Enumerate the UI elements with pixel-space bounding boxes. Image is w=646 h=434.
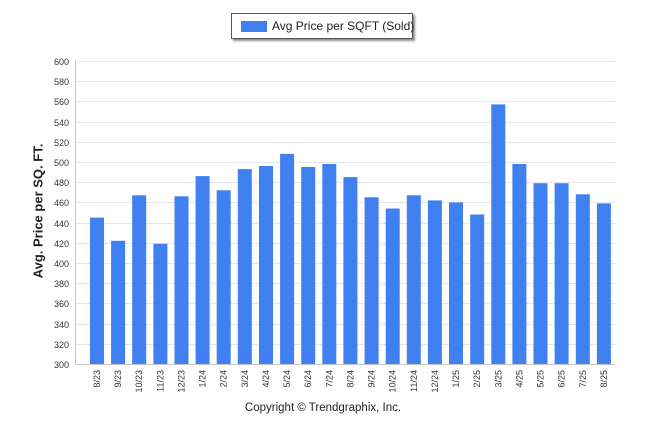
legend[interactable]: Avg Price per SQFT (Sold) xyxy=(231,13,415,39)
bar[interactable] xyxy=(237,169,252,364)
x-tick-label: 2/24 xyxy=(219,370,229,388)
bar[interactable] xyxy=(174,196,189,364)
bar[interactable] xyxy=(385,208,400,365)
x-tick-label: 8/24 xyxy=(345,370,355,388)
bar[interactable] xyxy=(406,195,421,364)
x-tick-label: 1/24 xyxy=(198,370,208,388)
y-tick-label: 500 xyxy=(54,158,69,168)
x-tick-label: 10/24 xyxy=(388,370,398,393)
legend-swatch xyxy=(241,21,267,32)
x-tick-label: 2/25 xyxy=(472,370,482,388)
x-tick-label: 5/25 xyxy=(536,370,546,388)
x-tick-label: 9/23 xyxy=(113,370,123,388)
bar[interactable] xyxy=(533,183,548,364)
x-tick-label: 9/24 xyxy=(367,370,377,388)
y-tick-label: 420 xyxy=(54,239,69,249)
x-tick-label: 3/24 xyxy=(240,370,250,388)
y-tick-label: 560 xyxy=(54,97,69,107)
x-axis-ticks: 8/23 9/23 10/23 11/23 12/23 1/24 2/24 3/24 4/24 5… xyxy=(92,370,609,393)
y-tick-label: 300 xyxy=(54,360,69,370)
y-tick-label: 600 xyxy=(54,57,69,67)
bar[interactable] xyxy=(301,167,316,364)
x-tick-label: 6/24 xyxy=(303,370,313,388)
x-tick-label: 3/25 xyxy=(493,370,503,388)
legend-label: Avg Price per SQFT (Sold) xyxy=(272,19,415,33)
y-tick-label: 440 xyxy=(54,219,69,229)
x-tick-label: 11/23 xyxy=(155,370,165,392)
y-tick-label: 320 xyxy=(54,340,69,350)
y-tick-label: 400 xyxy=(54,259,69,269)
bar[interactable] xyxy=(132,195,147,364)
bar[interactable] xyxy=(153,243,168,364)
bar[interactable] xyxy=(449,202,463,364)
bar[interactable] xyxy=(343,177,358,364)
bar[interactable] xyxy=(470,214,485,365)
x-tick-label: 7/25 xyxy=(578,370,588,388)
y-axis-label: Avg. Price per SQ. FT. xyxy=(30,143,46,279)
y-tick-label: 540 xyxy=(54,118,69,128)
bar[interactable] xyxy=(554,183,569,364)
y-axis-ticks: 300 320 340 360 380 400 420 440 460 480 500 520 540 5… xyxy=(54,57,69,370)
y-tick-label: 580 xyxy=(54,77,69,87)
bar[interactable] xyxy=(322,164,337,364)
bar[interactable] xyxy=(427,200,442,364)
bar[interactable] xyxy=(596,203,611,364)
bar[interactable] xyxy=(216,190,231,364)
x-tick-label: 11/24 xyxy=(409,370,419,392)
y-tick-label: 380 xyxy=(54,279,69,289)
y-tick-label: 340 xyxy=(54,320,69,330)
x-tick-label: 8/25 xyxy=(599,370,609,388)
x-tick-label: 7/24 xyxy=(324,370,334,388)
x-tick-label: 10/23 xyxy=(134,370,144,393)
y-tick-label: 480 xyxy=(54,178,69,188)
bar[interactable] xyxy=(259,166,273,364)
bar[interactable] xyxy=(364,197,379,364)
copyright-footer: Copyright © Trendgraphix, Inc. xyxy=(244,402,402,414)
x-tick-label: 12/23 xyxy=(177,370,187,393)
bar[interactable] xyxy=(491,104,506,365)
bar-series xyxy=(90,104,611,365)
y-tick-label: 360 xyxy=(54,299,69,309)
x-tick-label: 5/24 xyxy=(282,370,292,388)
x-tick-label: 6/25 xyxy=(557,370,567,388)
bar[interactable] xyxy=(195,176,210,364)
bar[interactable] xyxy=(512,164,527,364)
bar[interactable] xyxy=(575,194,590,364)
x-tick-label: 4/25 xyxy=(514,370,524,388)
x-tick-label: 8/23 xyxy=(92,370,102,388)
bar[interactable] xyxy=(280,153,295,364)
x-tick-label: 4/24 xyxy=(261,370,271,388)
x-tick-label: 1/25 xyxy=(451,370,461,388)
bar[interactable] xyxy=(111,240,126,364)
y-tick-label: 460 xyxy=(54,198,69,208)
y-tick-label: 520 xyxy=(54,138,69,148)
x-tick-label: 12/24 xyxy=(430,370,440,393)
bar[interactable] xyxy=(90,217,104,364)
